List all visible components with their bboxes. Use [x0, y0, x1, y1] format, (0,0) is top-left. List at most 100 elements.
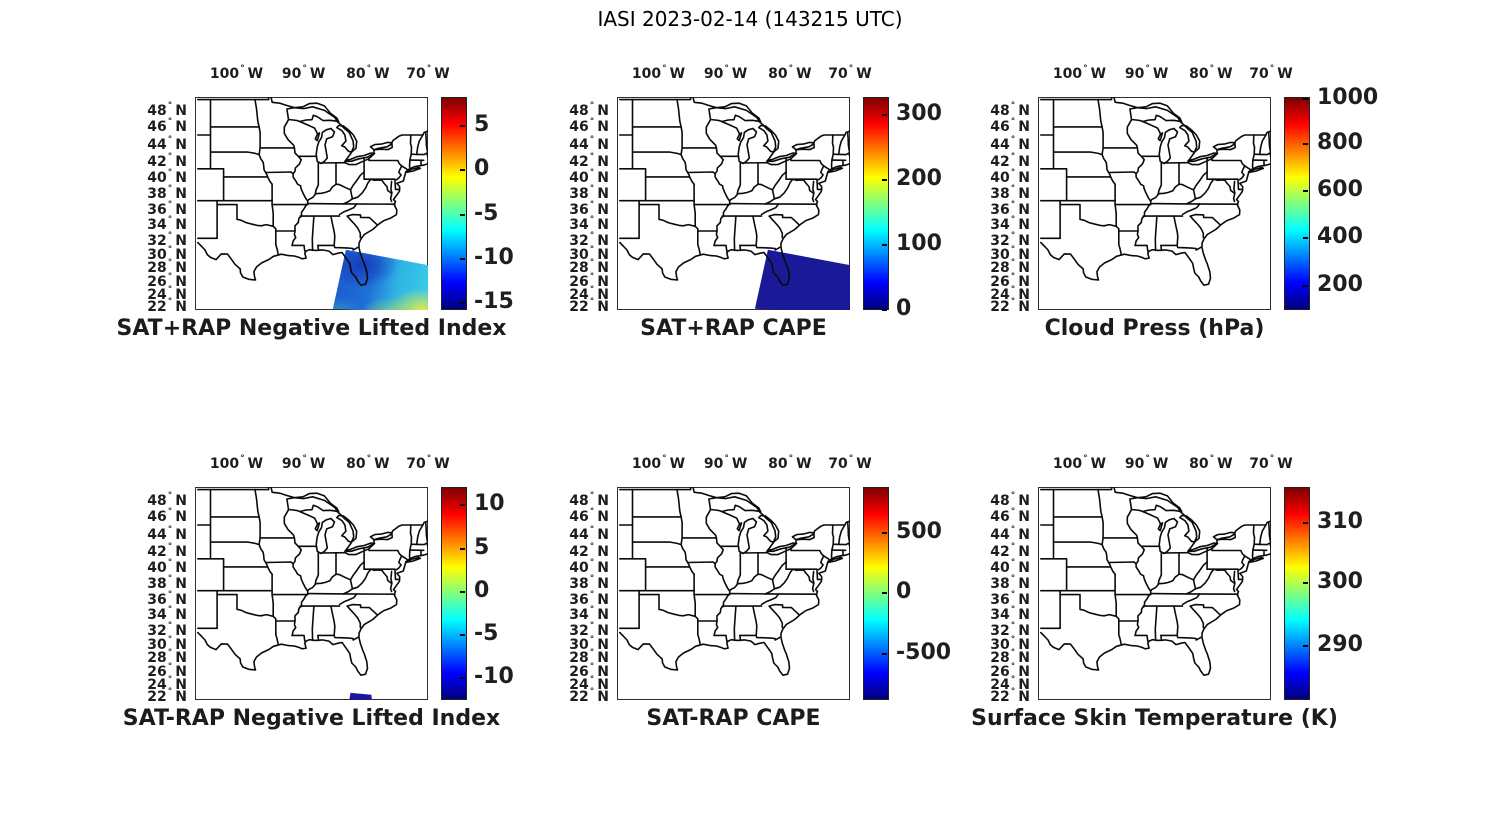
lat-tick-label: 44° N: [569, 525, 609, 543]
colorbar-tick-mark: [1303, 645, 1308, 648]
lon-tick-label: 70° W: [406, 64, 450, 82]
colorbar-tick-mark: [1303, 190, 1308, 193]
degree-symbol: °: [426, 64, 432, 74]
lat-tick-label: 24° N: [147, 284, 187, 303]
lat-tick-label: 48° N: [990, 100, 1030, 119]
lon-tick-label: 70° W: [406, 454, 450, 472]
degree-symbol: °: [1083, 454, 1088, 464]
degree-symbol: °: [167, 214, 173, 225]
colorbar-tick-label: 5: [474, 534, 490, 560]
lat-tick-label: 42° N: [990, 542, 1030, 561]
lat-tick-label: 40° N: [147, 558, 187, 577]
lat-tick-label: 46° N: [569, 117, 609, 136]
lat-tick-label: 48° N: [147, 490, 187, 509]
degree-symbol: °: [1010, 231, 1016, 242]
degree-symbol: °: [167, 558, 173, 569]
degree-symbol: °: [240, 454, 245, 464]
colorbar-tick-mark: [460, 590, 465, 593]
degree-symbol: °: [167, 661, 173, 672]
colorbar-tick-mark: [460, 301, 465, 304]
data-swath-fragment: [349, 692, 372, 700]
lat-tick-label: 22° N: [569, 297, 609, 316]
colorbar-tick-label: 600: [1317, 177, 1363, 203]
degree-symbol: °: [1010, 117, 1016, 128]
colorbar-tick-mark: [882, 531, 887, 534]
colorbar-tick-mark: [1303, 97, 1308, 100]
colorbar-jet: [863, 97, 889, 311]
colorbar-tick-label: -5: [474, 621, 499, 647]
state-boundaries: [619, 487, 850, 676]
lat-tick-label: 22° N: [147, 297, 187, 316]
lon-tick-label: 90° W: [703, 454, 748, 472]
degree-symbol: °: [1010, 183, 1016, 194]
colorbar-tick-mark: [460, 257, 465, 260]
lat-tick-label: 40° N: [569, 558, 609, 577]
lat-tick-label: 28° N: [147, 648, 187, 667]
lat-tick-label: 32° N: [990, 231, 1030, 250]
colorbar-jet: [441, 487, 467, 700]
lat-tick-label: 32° N: [569, 231, 609, 250]
panel-title: SAT-RAP CAPE: [646, 706, 821, 731]
degree-symbol: °: [589, 674, 595, 685]
colorbar-tick-mark: [882, 114, 887, 117]
degree-symbol: °: [1010, 152, 1016, 163]
degree-symbol: °: [167, 542, 173, 553]
state-boundaries: [619, 97, 850, 286]
state-boundaries: [197, 97, 428, 286]
degree-symbol: °: [589, 542, 595, 553]
colorbar-tick-label: -5: [474, 200, 499, 226]
colorbar-tick-mark: [1303, 581, 1308, 584]
lat-tick-label: 38° N: [569, 183, 609, 202]
degree-symbol: °: [589, 590, 595, 601]
lat-tick-label: 28° N: [569, 648, 609, 667]
lon-tick-label: 100° W: [631, 454, 686, 472]
lat-tick-label: 32° N: [147, 621, 187, 640]
degree-symbol: °: [1010, 200, 1016, 211]
lat-tick-label: 32° N: [569, 621, 609, 640]
degree-symbol: °: [1269, 64, 1275, 74]
degree-symbol: °: [662, 454, 667, 464]
panel-sat-rap-cape: 100° W 90° W 80° W 70° W 48° N 46° N 44° N 42° N 40° N 38°…: [569, 65, 942, 340]
lat-tick-label: 26° N: [569, 271, 609, 290]
colorbar-tick-label: 0: [896, 579, 912, 605]
data-swath: [754, 249, 850, 310]
degree-symbol: °: [167, 100, 173, 111]
lat-tick-label: 26° N: [569, 661, 609, 680]
colorbar-tick-label: 10: [474, 491, 505, 517]
degree-symbol: °: [1010, 100, 1016, 111]
lat-tick-label: 40° N: [147, 168, 187, 187]
degree-symbol: °: [589, 297, 595, 308]
colorbar-tick-label: 200: [1317, 272, 1363, 298]
degree-symbol: °: [1010, 245, 1016, 256]
degree-symbol: °: [1010, 648, 1016, 659]
lat-tick-label: 22° N: [990, 297, 1030, 316]
lat-tick-label: 32° N: [990, 621, 1030, 640]
degree-symbol: °: [848, 64, 854, 74]
degree-symbol: °: [589, 245, 595, 256]
lat-tick-label: 40° N: [569, 168, 609, 187]
lon-tick-label: 80° W: [346, 454, 390, 472]
lat-tick-label: 34° N: [569, 214, 609, 233]
colorbar-tick-label: 0: [474, 155, 490, 181]
degree-symbol: °: [167, 297, 173, 308]
lat-tick-label: 24° N: [147, 674, 187, 693]
degree-symbol: °: [724, 64, 729, 74]
lat-tick-label: 30° N: [569, 635, 609, 654]
us-states-map: [619, 97, 850, 310]
degree-symbol: °: [167, 507, 173, 518]
lat-tick-label: 38° N: [147, 183, 187, 202]
lat-tick-label: 30° N: [147, 635, 187, 654]
lat-tick-label: 28° N: [569, 258, 609, 277]
lon-tick-label: 80° W: [1189, 454, 1233, 472]
lat-tick-label: 38° N: [569, 573, 609, 592]
degree-symbol: °: [1209, 64, 1215, 74]
degree-symbol: °: [1010, 258, 1016, 269]
panel-surface-skin-temperature-k-: 100° W 90° W 80° W 70° W 48° N 46° N 44° N 42° N 40° N 38°…: [971, 455, 1363, 730]
degree-symbol: °: [788, 454, 794, 464]
degree-symbol: °: [167, 490, 173, 501]
degree-symbol: °: [724, 454, 729, 464]
lat-tick-label: 36° N: [569, 590, 609, 609]
lon-tick-label: 100° W: [209, 454, 264, 472]
panel-sat-rap-negative-lifted-index: 100° W 90° W 80° W 70° W 48° N 46° N 44° N 42° N 40° N 38°…: [117, 65, 514, 340]
lon-tick-label: 80° W: [768, 64, 812, 82]
